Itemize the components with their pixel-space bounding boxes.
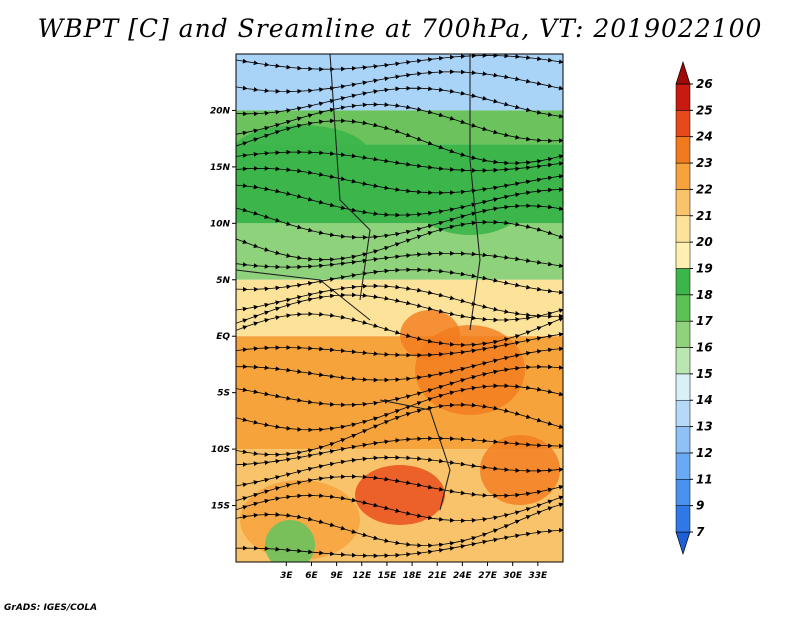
warm-patch-1 (355, 465, 445, 525)
colorbar-label: 13 (696, 420, 713, 434)
lon-tick-label: 33E (529, 571, 549, 581)
map-axes: 20N 15N 10N 5N EQ 5S 10S 15S 3E 6E 9E 12E 15E 18E 21E 2… (210, 106, 548, 581)
colorbar-swatch (675, 373, 691, 401)
streamline (236, 54, 563, 72)
colorbar-swatch (675, 320, 691, 348)
colorbar-swatch (675, 452, 691, 480)
lat-tick-label: EQ (216, 332, 230, 342)
lon-tick-label: 9E (330, 571, 343, 581)
country-border-0 (329, 54, 371, 301)
lat-tick-label: 10S (211, 445, 230, 455)
country-border-2 (379, 399, 451, 511)
colorbar-swatch (675, 347, 691, 375)
wbpt-band-4 (236, 279, 563, 337)
lon-tick-label: 27E (478, 571, 498, 581)
colorbar-swatch (675, 505, 691, 533)
colorbar-swatch (675, 531, 691, 556)
lon-tick-label: 15E (378, 571, 398, 581)
colorbar-swatch (675, 60, 691, 85)
colorbar-label: 11 (696, 472, 713, 486)
colorbar-label: 20 (696, 235, 713, 249)
colorbar-swatch (675, 294, 691, 322)
country-border-1 (469, 54, 481, 331)
lon-tick-label: 30E (503, 571, 523, 581)
lon-tick-label: 18E (403, 571, 423, 581)
plot-frame (235, 53, 564, 563)
colorbar-label: 18 (696, 288, 713, 302)
colorbar-swatch (675, 426, 691, 454)
lat-tick-label: 10N (210, 219, 231, 229)
lon-tick-label: 12E (352, 571, 372, 581)
lon-tick-label: 6E (305, 571, 318, 581)
lat-tick-label: 20N (210, 106, 231, 116)
colorbar-swatch (675, 241, 691, 269)
plot-title: WBPT [C] and Sreamline at 700hPa, VT: 20… (37, 14, 763, 43)
colorbar-swatch (675, 189, 691, 217)
colorbar-label: 19 (696, 261, 713, 275)
streamline (236, 455, 563, 488)
lat-tick-label: 15N (210, 163, 231, 173)
country-border-3 (236, 269, 371, 321)
lat-tick-label: 15S (211, 502, 230, 512)
lon-tick-label: 24E (453, 571, 473, 581)
colorbar-swatch (675, 83, 691, 111)
colorbar-label: 7 (696, 525, 705, 539)
colorbar: 7 9 11 12 13 14 15 16 17 18 19 20 21 22 23 24 25 26 (675, 60, 713, 556)
colorbar-label: 24 (696, 130, 713, 144)
colorbar-label: 16 (696, 341, 713, 355)
warm-patch-2 (400, 310, 460, 360)
wbpt-band-0 (236, 54, 563, 111)
colorbar-label: 23 (696, 156, 713, 170)
colorbar-label: 22 (696, 182, 713, 196)
colorbar-label: 14 (696, 393, 713, 407)
colorbar-swatch (675, 268, 691, 296)
colorbar-label: 9 (696, 499, 704, 513)
colorbar-swatch (675, 162, 691, 190)
colorbar-swatch (675, 479, 691, 506)
colorbar-label: 12 (696, 446, 713, 460)
colorbar-label: 25 (696, 103, 713, 117)
streamline (236, 527, 563, 559)
streamline (236, 250, 563, 270)
colorbar-label: 15 (696, 367, 713, 381)
colorbar-swatch (675, 399, 691, 427)
lon-tick-label: 3E (280, 571, 293, 581)
lat-tick-label: 5S (217, 389, 230, 399)
colorbar-label: 21 (696, 209, 713, 223)
colorbar-swatch (675, 136, 691, 164)
colorbar-label: 17 (696, 314, 713, 328)
lon-tick-label: 21E (428, 571, 448, 581)
colorbar-swatch (675, 110, 691, 137)
colorbar-swatch (675, 215, 691, 243)
map-plot-area (235, 53, 564, 563)
credit-label: GrADS: IGES/COLA (4, 603, 98, 613)
colorbar-label: 26 (696, 77, 713, 91)
wbpt-band-3 (236, 223, 563, 280)
lat-tick-label: 5N (216, 276, 230, 286)
